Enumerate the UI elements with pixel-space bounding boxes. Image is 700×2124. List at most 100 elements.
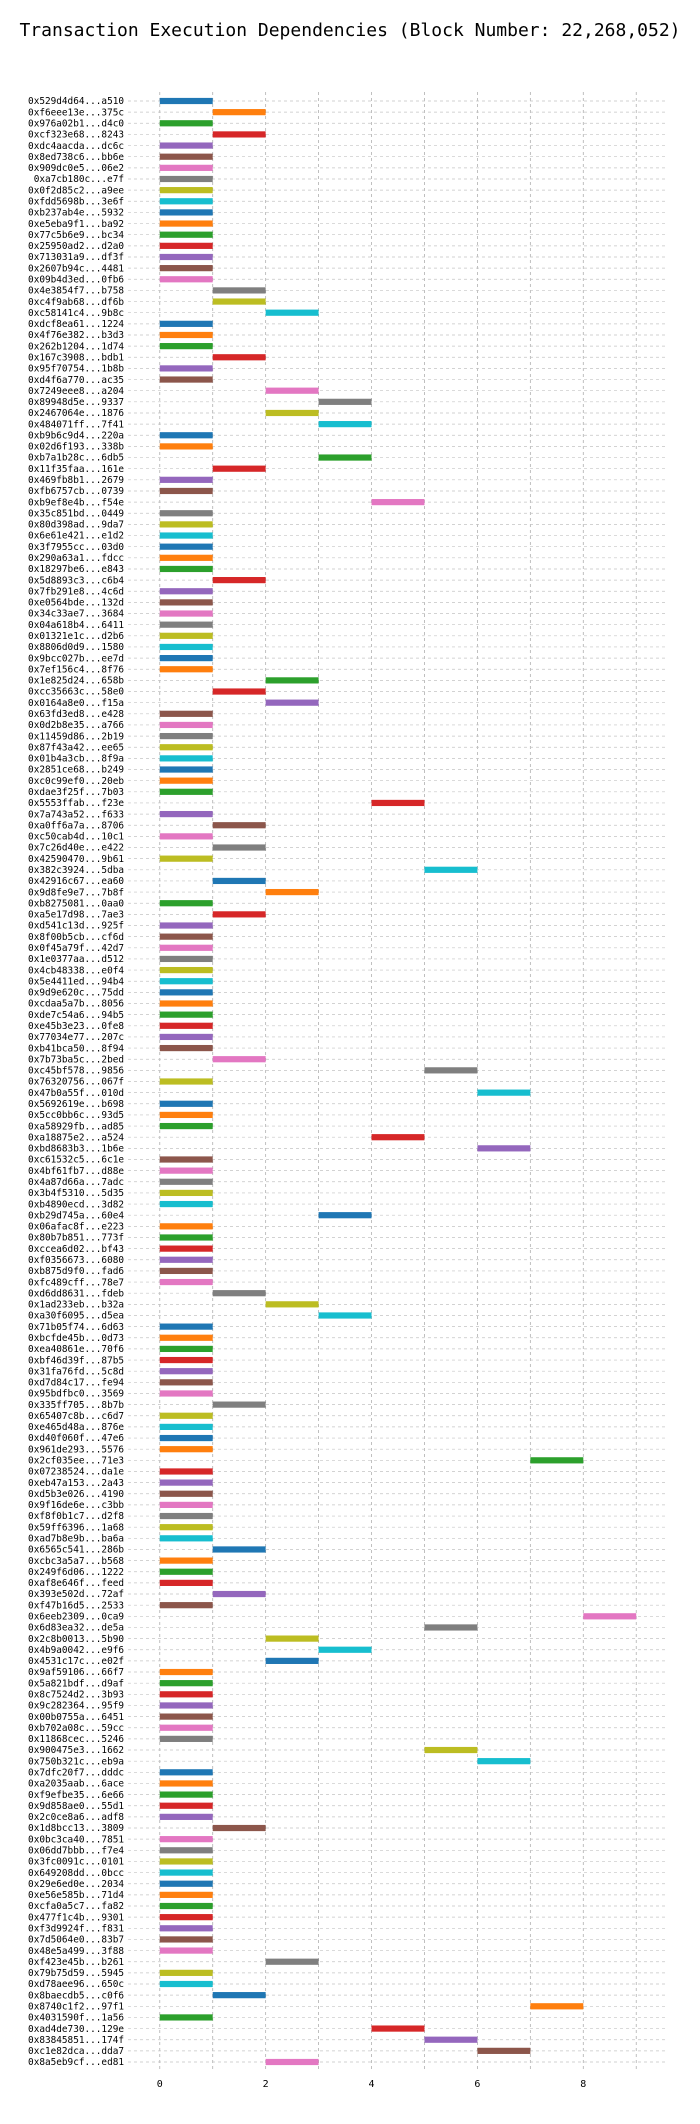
tx-bar — [159, 97, 213, 105]
tx-bar — [159, 1579, 213, 1586]
tx-label: 0x6d83ea32...de5a — [28, 1623, 124, 1634]
tx-bar — [159, 1323, 213, 1330]
tx-label: 0x6565c541...286b — [28, 1545, 124, 1556]
tx-label: 0xe45b3e23...0fe8 — [28, 1021, 124, 1032]
tx-bar — [159, 755, 213, 762]
tx-label: 0x3b4f5310...5d35 — [28, 1188, 124, 1199]
tx-bar — [212, 1546, 266, 1553]
tx-label: 0x04a618b4...6411 — [28, 620, 124, 631]
tx-label: 0x9f16de6e...c3bb — [28, 1500, 124, 1511]
tx-label: 0x5d8893c3...c6b4 — [28, 575, 124, 586]
tx-bar — [424, 866, 478, 873]
tx-label: 0xc1e82dca...dda7 — [28, 2046, 124, 2057]
tx-label: 0x8baecdb5...c0f6 — [28, 1990, 124, 2001]
tx-label: 0xa58929fb...ad85 — [28, 1121, 124, 1132]
tx-bar — [159, 1379, 213, 1386]
tx-bar — [159, 1791, 213, 1798]
tx-label: 0x469fb8b1...2679 — [28, 475, 124, 486]
tx-label: 0xad7b8e9b...ba6a — [28, 1534, 124, 1545]
tx-bar — [159, 621, 213, 628]
tx-label: 0x2cf035ee...71e3 — [28, 1456, 124, 1467]
tx-label: 0xa2035aab...6ace — [28, 1779, 124, 1790]
tx-label: 0x11459d86...2b19 — [28, 731, 124, 742]
tx-bar — [159, 1156, 213, 1163]
tx-label: 0x80b7b851...773f — [28, 1233, 124, 1244]
tx-label: 0x5a821bdf...d9af — [28, 1678, 124, 1689]
tx-label: 0x83845851...174f — [28, 2035, 124, 2046]
tx-bar — [159, 1189, 213, 1197]
tx-label: 0xb41bca50...8f94 — [28, 1043, 124, 1054]
tx-label: 0xcceа6d02...bf43 — [28, 1244, 124, 1255]
tx-label: 0x47b0a55f...010d — [28, 1088, 124, 1099]
tx-label: 0x290a63a1...fdcc — [28, 553, 124, 564]
tx-bar — [212, 577, 266, 584]
tx-bar — [159, 1836, 213, 1843]
tx-bar — [159, 1234, 213, 1241]
tx-bar — [159, 666, 213, 673]
tx-label: 0x7b73ba5c...2bed — [28, 1054, 124, 1065]
tx-label: 0x59ff6396...1a68 — [28, 1522, 124, 1533]
tx-bar — [159, 1557, 213, 1564]
tx-label: 0x7249eee8...a204 — [28, 386, 124, 397]
tx-label: 0x65407c8b...c6d7 — [28, 1411, 124, 1422]
tx-bar — [371, 499, 425, 506]
tx-label: 0x00b0755a...6451 — [28, 1712, 124, 1723]
tx-bar — [212, 1992, 266, 1999]
tx-bar — [212, 1290, 266, 1297]
tx-bar — [159, 1936, 213, 1943]
tx-bar — [159, 1223, 213, 1230]
tx-label: 0x01321e1c...d2b6 — [28, 631, 124, 642]
tx-label: 0xe465d48a...876e — [28, 1422, 124, 1433]
tx-bar — [212, 1590, 266, 1598]
tx-bar — [159, 1535, 213, 1542]
tx-label: 0x79b75d59...5945 — [28, 1968, 124, 1979]
tx-bar — [159, 732, 213, 740]
tx-bar — [212, 287, 266, 294]
tx-bar — [265, 309, 319, 316]
tx-bar — [159, 2014, 213, 2021]
tx-label: 0xbd8683b3...1b6e — [28, 1144, 124, 1155]
tx-label: 0x0d2b8e35...a766 — [28, 720, 124, 731]
x-tick-label: 2 — [263, 2079, 269, 2090]
tx-label: 0x713031a9...df3f — [28, 252, 124, 263]
tx-bar — [212, 1056, 266, 1063]
tx-label: 0x0bc3ca40...7851 — [28, 1834, 124, 1845]
tx-bar — [212, 131, 266, 138]
tx-label: 0x7d5064e0...83b7 — [28, 1935, 124, 1946]
tx-label: 0xb875d9f0...fad6 — [28, 1266, 124, 1277]
tx-bar — [159, 175, 213, 183]
tx-bar — [265, 1635, 319, 1642]
tx-label: 0x961de293...5576 — [28, 1444, 124, 1455]
tx-label: 0x8c7524d2...3b93 — [28, 1690, 124, 1701]
tx-label: 0xf8f0b1c7...d2f8 — [28, 1511, 124, 1522]
tx-bar — [159, 1735, 213, 1742]
tx-label: 0x0f2d85c2...a9ee — [28, 185, 124, 196]
tx-bar — [159, 1111, 213, 1119]
tx-bar — [159, 376, 213, 383]
tx-label: 0x4f76e382...b3d3 — [28, 330, 124, 341]
tx-label: 0x29e6ed0e...2034 — [28, 1879, 124, 1890]
tx-bar — [159, 120, 213, 127]
tx-bar — [159, 1033, 213, 1041]
tx-bar — [371, 1134, 425, 1141]
tx-bar — [159, 443, 213, 450]
tx-bar — [159, 1980, 213, 1988]
tx-bar — [159, 1468, 213, 1475]
tx-label: 0xe5eba9f1...ba92 — [28, 219, 124, 230]
tx-label: 0x42916c67...ea60 — [28, 876, 124, 887]
tx-label: 0xcdaa5a7b...8056 — [28, 999, 124, 1010]
tx-label: 0xfdd5698b...3e6f — [28, 196, 124, 207]
tx-label: 0x750b321c...eb9a — [28, 1756, 124, 1767]
tx-label: 0xf47b16d5...2533 — [28, 1600, 124, 1611]
tx-label: 0xf3d9924f...f831 — [28, 1923, 124, 1934]
tx-bar — [159, 164, 213, 171]
tx-bar — [159, 1713, 213, 1720]
tx-label: 0x63fd3ed8...e428 — [28, 709, 124, 720]
tx-bar — [159, 1000, 213, 1007]
tx-label: 0xdc4aacda...dc6c — [28, 141, 124, 152]
tx-label: 0xcbc3a5a7...b568 — [28, 1556, 124, 1567]
tx-bar — [212, 911, 266, 918]
tx-label: 0x09b4d3ed...0fb6 — [28, 274, 124, 285]
